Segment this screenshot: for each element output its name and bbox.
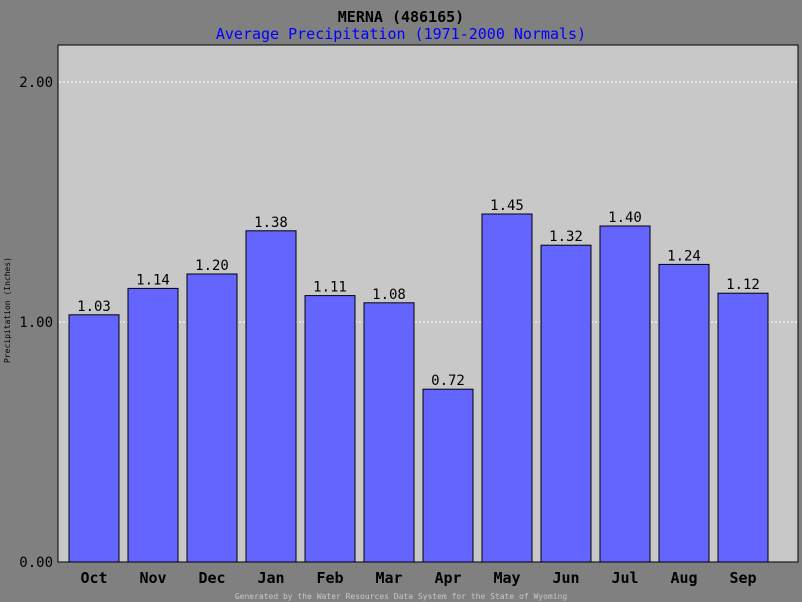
x-tick-label: Jun <box>552 569 579 587</box>
y-axis-label: Precipitation (Inches) <box>3 257 12 363</box>
bar-value-label: 1.24 <box>667 248 701 264</box>
bar-mar <box>363 302 415 563</box>
bar-aug <box>658 263 710 563</box>
bar-jul <box>599 225 651 563</box>
value-labels: 1.03 1.14 1.20 1.38 1.11 1.08 0.72 1.45 1.32 1.40… <box>77 198 760 389</box>
bar-value-label: 1.12 <box>726 277 760 293</box>
bar-value-label: 1.40 <box>608 210 642 226</box>
x-tick-label: Jul <box>611 569 638 587</box>
x-tick-label: Aug <box>670 569 697 587</box>
bar-value-label: 1.45 <box>490 198 524 214</box>
bars <box>68 213 769 563</box>
bar-apr <box>422 388 474 563</box>
x-tick-label: Oct <box>80 569 107 587</box>
x-tick-label: Jan <box>257 569 284 587</box>
y-tick-label: 0.00 <box>19 555 53 571</box>
bar-feb <box>304 295 356 563</box>
bar-value-label: 1.08 <box>372 287 406 303</box>
x-tick-label: Nov <box>139 569 166 587</box>
bar-value-label: 1.32 <box>549 229 583 245</box>
bar-jun <box>540 244 592 563</box>
bar-value-label: 0.72 <box>431 373 465 389</box>
x-axis-ticks: Oct Nov Dec Jan Feb Mar Apr May Jun Jul Aug Sep <box>80 569 756 587</box>
x-tick-label: Mar <box>375 569 402 587</box>
x-tick-label: Feb <box>316 569 343 587</box>
x-tick-label: Sep <box>729 569 756 587</box>
bar-jan <box>245 230 297 563</box>
gridlines <box>59 81 797 323</box>
bar-oct <box>68 314 120 563</box>
bar-value-label: 1.20 <box>195 258 229 274</box>
bar-value-label: 1.11 <box>313 280 347 296</box>
bar-value-label: 1.38 <box>254 215 288 231</box>
footer-credit: Generated by the Water Resources Data Sy… <box>235 592 568 601</box>
chart-title: MERNA (486165) <box>338 8 464 26</box>
x-tick-label: May <box>493 569 520 587</box>
bar-nov <box>127 287 179 563</box>
bar-dec <box>186 273 238 563</box>
y-tick-label: 1.00 <box>19 315 53 331</box>
bar-value-label: 1.14 <box>136 272 170 288</box>
x-tick-label: Apr <box>434 569 461 587</box>
y-tick-label: 2.00 <box>19 75 53 91</box>
bar-sep <box>717 292 769 563</box>
bar-may <box>481 213 533 563</box>
bar-value-label: 1.03 <box>77 299 111 315</box>
x-tick-label: Dec <box>198 569 225 587</box>
chart-subtitle: Average Precipitation (1971-2000 Normals… <box>216 25 586 43</box>
y-axis-ticks: 0.00 1.00 2.00 <box>19 75 53 571</box>
